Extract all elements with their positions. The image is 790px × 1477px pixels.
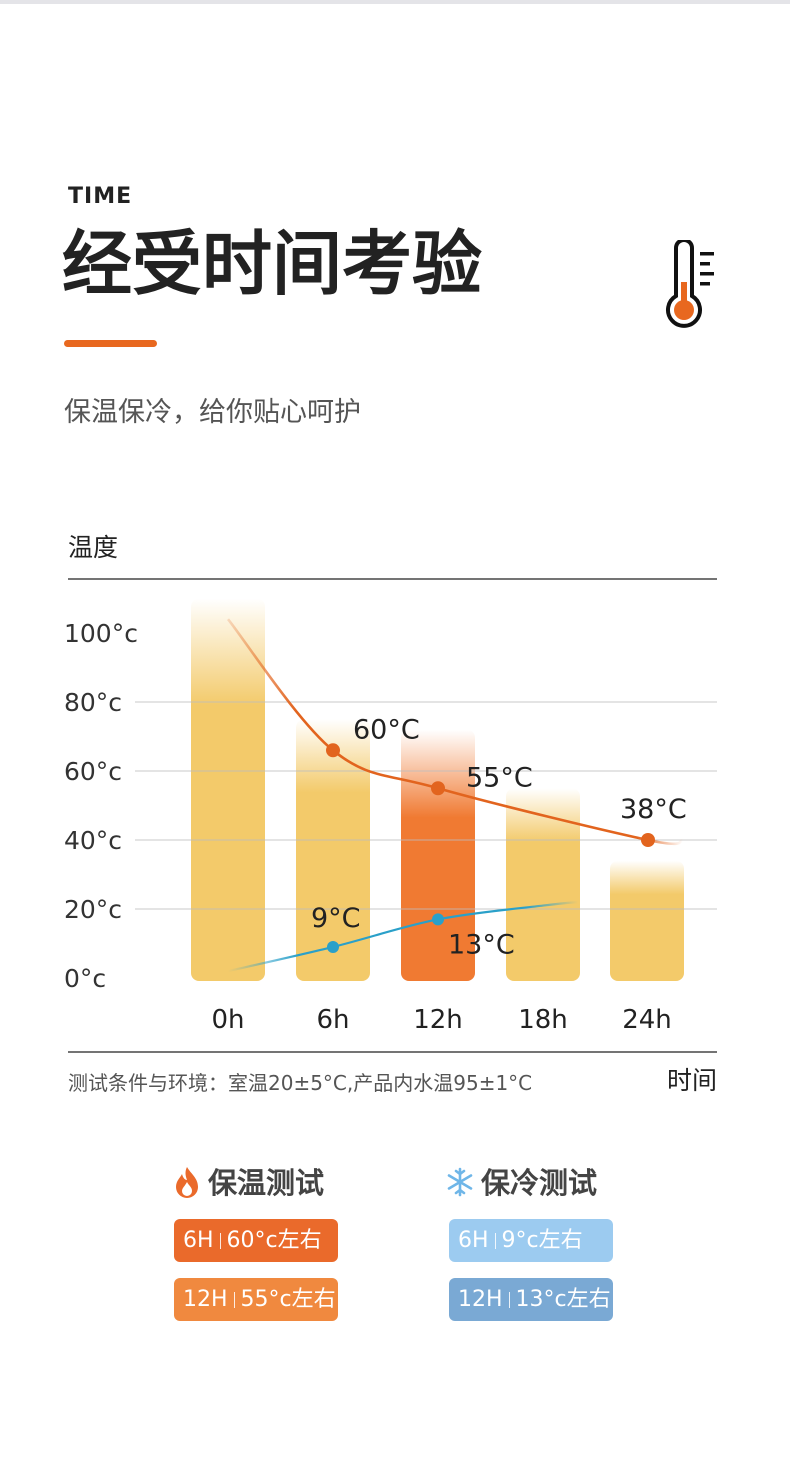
bar-18h [506,788,580,981]
bar-0h [191,598,265,981]
temperature-chart: 温度 0°c 20°c 40°c 60°c 80°c 100°c 0h 6h 12h 18h 24h 6… [64,533,717,1095]
hot-result-12h-value: 55°c左右 [240,1287,336,1312]
hot-point-label: 60°C [353,714,420,745]
section-eyebrow: TIME [68,184,133,209]
cold-result-12h-time: 12H [458,1287,503,1312]
cold-point-label: 13°C [448,929,515,960]
y-tick-label: 20°c [64,895,122,924]
hot-result-12h-time: 12H [183,1287,228,1312]
hot-result-6h: 6H 60°c左右 [174,1219,338,1262]
y-tick-label: 40°c [64,826,122,855]
y-tick-label: 60°c [64,757,122,786]
x-tick-label: 24h [622,1005,672,1035]
x-tick-label: 6h [316,1005,349,1035]
hot-point [326,743,340,758]
hot-test-heading: 保温测试 [172,1160,324,1202]
cold-point [432,913,444,926]
y-axis-title: 温度 [68,533,118,562]
hot-point-label: 55°C [466,762,533,793]
thermometer-icon [666,240,714,328]
hot-point [431,781,445,796]
title-accent-bar [64,340,157,347]
y-tick-label: 0°c [64,964,106,993]
hot-result-6h-time: 6H [183,1228,214,1253]
hot-result-12h: 12H 55°c左右 [174,1278,338,1321]
hot-point-label: 38°C [620,794,687,825]
y-tick-label: 100°c [64,619,138,648]
page-subtitle: 保温保冷，给你贴心呵护 [64,397,361,428]
cold-point-label: 9°C [311,903,361,934]
cold-result-12h-value: 13°c左右 [515,1287,611,1312]
cold-result-6h-time: 6H [458,1228,489,1253]
cold-result-6h: 6H 9°c左右 [449,1219,613,1262]
hot-result-6h-value: 60°c左右 [226,1228,322,1253]
hot-test-title: 保温测试 [208,1166,325,1200]
cold-point [327,940,339,953]
test-conditions-note: 测试条件与环境：室温20±5°C,产品内水温95±1°C [68,1071,532,1095]
y-tick-label: 80°c [64,688,122,717]
hot-point [641,833,655,847]
cold-result-6h-value: 9°c左右 [501,1228,583,1253]
cold-test-title: 保冷测试 [481,1166,598,1200]
x-axis-title: 时间 [667,1066,717,1095]
top-divider [0,0,790,4]
page-title: 经受时间考验 [62,223,482,305]
bar-24h [610,860,684,981]
x-tick-label: 18h [518,1005,568,1035]
bar-6h [296,719,370,981]
flame-icon [176,1167,198,1198]
x-tick-label: 12h [413,1005,463,1035]
cold-test-heading: 保冷测试 [445,1160,597,1202]
cold-result-12h: 12H 13°c左右 [449,1278,613,1321]
x-tick-label: 0h [211,1005,244,1035]
snowflake-icon [447,1167,473,1197]
